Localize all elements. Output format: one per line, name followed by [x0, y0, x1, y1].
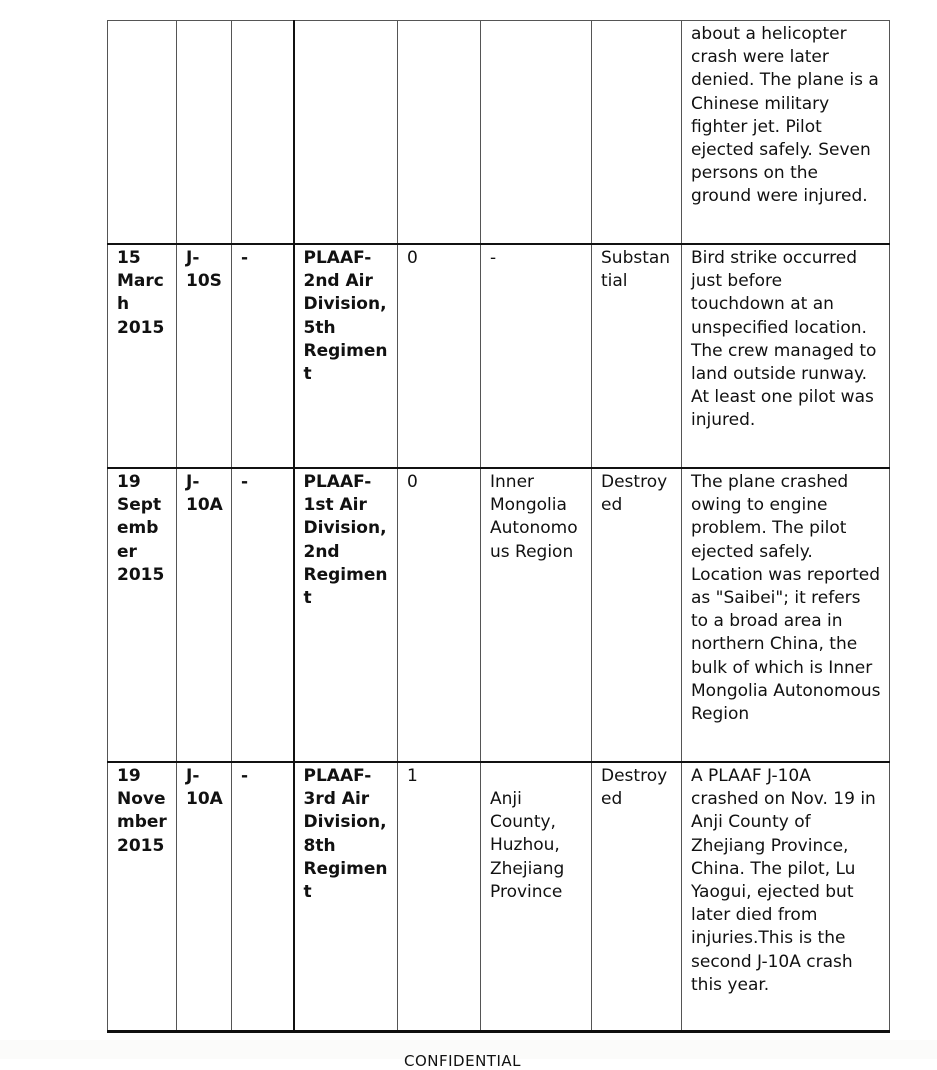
aircraft-cell: [176, 20, 232, 245]
aircraft-cell: J-10A: [176, 761, 232, 1033]
confidential-label: CONFIDENTIAL: [404, 1052, 522, 1070]
location-cell: [480, 20, 592, 245]
date-cell: [107, 20, 177, 245]
table-row: 19 September 2015 J-10A - PLAAF-1st Air …: [107, 467, 890, 763]
location-cell: Anji County, Huzhou, Zhejiang Province: [480, 761, 592, 1033]
date-cell: 19 November 2015: [107, 761, 177, 1033]
table-row: 19 November 2015 J-10A - PLAAF-3rd Air D…: [107, 761, 890, 1033]
location-cell: Inner Mongolia Autonomous Region: [480, 467, 592, 763]
damage-cell: Destroyed: [591, 761, 682, 1033]
dash-cell: [231, 20, 294, 245]
fatalities-cell: 0: [397, 467, 481, 763]
page-footer: CONFIDENTIAL: [0, 1040, 937, 1070]
damage-cell: Destroyed: [591, 467, 682, 763]
fatalities-cell: 1: [397, 761, 481, 1033]
damage-cell: Substantial: [591, 243, 682, 469]
fatalities-cell: 0: [397, 243, 481, 469]
dash-cell: -: [231, 761, 294, 1033]
fatalities-cell: [397, 20, 481, 245]
date-cell: 15 March 2015: [107, 243, 177, 469]
table-row: 15 March 2015 J-10S - PLAAF-2nd Air Divi…: [107, 243, 890, 469]
dash-cell: -: [231, 467, 294, 763]
table-row: about a helicopter crash were later deni…: [107, 20, 890, 245]
aircraft-cell: J-10A: [176, 467, 232, 763]
aircraft-cell: J-10S: [176, 243, 232, 469]
date-cell: 19 September 2015: [107, 467, 177, 763]
location-cell: -: [480, 243, 592, 469]
unit-cell: PLAAF-3rd Air Division, 8th Regiment: [292, 761, 398, 1033]
notes-cell: A PLAAF J-10A crashed on Nov. 19 in Anji…: [681, 761, 890, 1033]
unit-cell: [292, 20, 398, 245]
dash-cell: -: [231, 243, 294, 469]
damage-cell: [591, 20, 682, 245]
unit-cell: PLAAF-1st Air Division, 2nd Regiment: [292, 467, 398, 763]
notes-cell: about a helicopter crash were later deni…: [681, 20, 890, 245]
notes-cell: Bird strike occurred just before touchdo…: [681, 243, 890, 469]
accident-table: about a helicopter crash were later deni…: [107, 20, 890, 1033]
notes-cell: The plane crashed owing to engine proble…: [681, 467, 890, 763]
unit-cell: PLAAF-2nd Air Division, 5th Regiment: [292, 243, 398, 469]
